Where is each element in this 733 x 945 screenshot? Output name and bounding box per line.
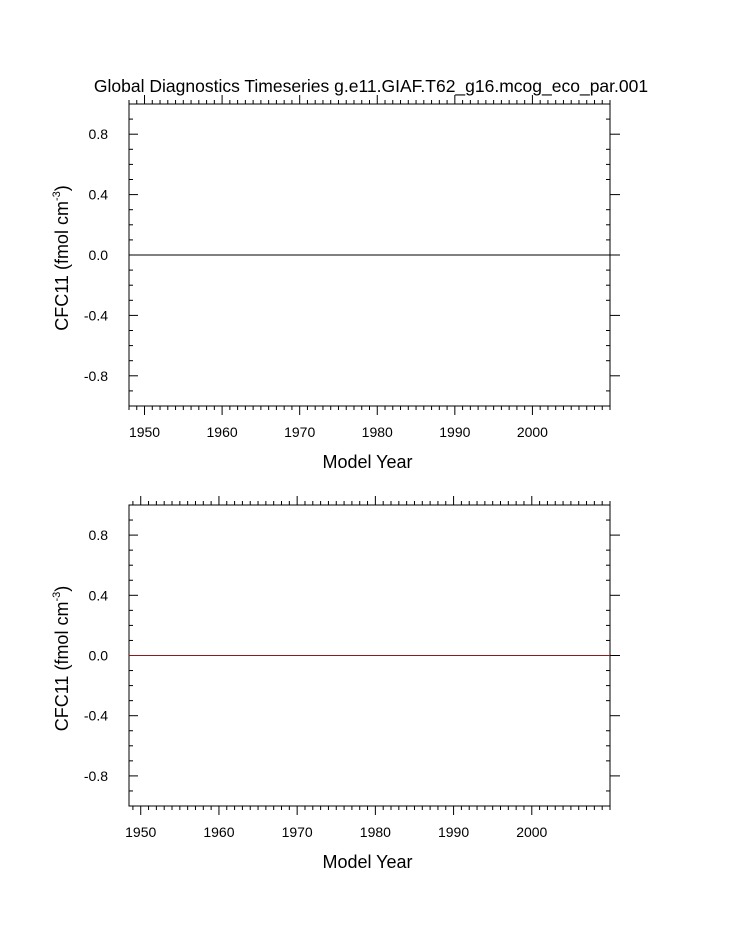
- x-tick-label: 1950: [129, 424, 160, 440]
- y-tick-label: 0.4: [89, 587, 109, 603]
- x-tick-label: 1990: [439, 424, 470, 440]
- y-axis-label: CFC11 (fmol cm-3): [51, 185, 72, 330]
- y-axis-label-superscript: -3: [51, 592, 63, 602]
- x-tick-label: 1980: [360, 824, 391, 840]
- y-axis-label-close: ): [52, 185, 72, 191]
- x-axis-label: Model Year: [322, 852, 412, 872]
- y-tick-label: -0.4: [84, 708, 108, 724]
- y-axis-label-main: CFC11 (fmol cm: [52, 201, 72, 331]
- y-tick-label: 0.4: [89, 187, 109, 203]
- panel-bottom: 1950 1960 1970 1980 1990 2000 -0.8 -0.4 0.0 0.4 0.…: [51, 496, 620, 872]
- x-tick-label: 1970: [284, 424, 315, 440]
- x-axis-label: Model Year: [322, 452, 412, 472]
- panel-top: 1950 1960 1970 1980 1990 2000 -0.8 -0.4 0.0 0.4 0.…: [51, 95, 620, 472]
- chart-title: Global Diagnostics Timeseries g.e11.GIAF…: [94, 76, 648, 97]
- y-axis-label-close: ): [52, 586, 72, 592]
- y-tick-label: -0.4: [84, 307, 108, 323]
- y-tick-label: 0.0: [89, 247, 109, 263]
- x-tick-label: 1990: [438, 824, 469, 840]
- y-tick-label: 0.0: [89, 648, 109, 664]
- y-tick-label: 0.8: [89, 527, 109, 543]
- x-tick-label: 2000: [517, 424, 548, 440]
- x-tick-label: 1970: [282, 824, 313, 840]
- x-tick-label: 2000: [516, 824, 547, 840]
- y-axis-label-main: CFC11 (fmol cm: [52, 602, 72, 732]
- y-tick-label: -0.8: [84, 768, 108, 784]
- x-tick-label: 1960: [207, 424, 238, 440]
- y-axis-label-superscript: -3: [51, 191, 63, 201]
- x-tick-label: 1980: [362, 424, 393, 440]
- x-tick-label: 1950: [125, 824, 156, 840]
- y-axis-label: CFC11 (fmol cm-3): [51, 586, 72, 731]
- y-tick-label: -0.8: [84, 368, 108, 384]
- y-tick-label: 0.8: [89, 126, 109, 142]
- x-tick-label: 1960: [203, 824, 234, 840]
